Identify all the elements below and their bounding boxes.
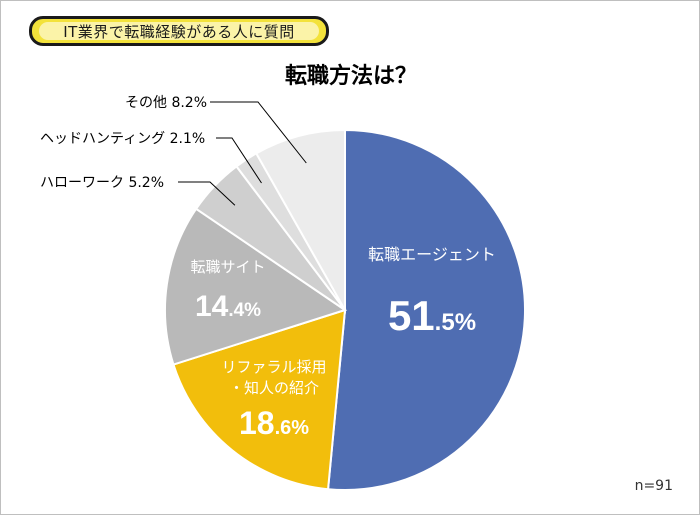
slice-label-5: その他 8.2% [125, 95, 207, 111]
slice-value-int-0: 51 [388, 292, 435, 339]
question-badge-text: IT業界で転職経験がある人に質問 [39, 22, 319, 41]
slice-value-dec-2: .4% [228, 300, 261, 321]
slice-value-int-2: 14 [195, 290, 229, 323]
pie-slice-0 [326, 128, 526, 491]
slice-label-2: 転職サイト [190, 258, 265, 276]
pie-slice-5 [254, 128, 346, 314]
slice-value-0: 51.5% [388, 292, 476, 339]
slice-value-dec-1: .6% [275, 417, 310, 439]
slice-label-4: ヘッドハンティング 2.1% [40, 131, 205, 147]
chart-title: 転職方法は？ [284, 64, 417, 89]
slice-value-dec-0: .5% [435, 309, 476, 336]
slice-value-1: 18.6% [239, 405, 309, 441]
pie-slice-1 [172, 308, 347, 491]
slice-label-3: ハローワーク 5.2% [40, 175, 164, 191]
question-badge: IT業界で転職経験がある人に質問 [29, 16, 329, 46]
leader-line-4 [216, 137, 262, 184]
slice-label-0: 転職エージェント [368, 245, 496, 264]
slice-label-1-line-0: リファラル採用 [221, 358, 326, 376]
slice-value-2: 14.4% [195, 290, 261, 323]
slice-value-int-1: 18 [239, 405, 275, 441]
pie-slice-2 [164, 207, 348, 366]
sample-size-label: n=91 [634, 478, 673, 494]
slice-label-1-line-1: ・知人の紹介 [229, 379, 319, 397]
leader-line-3 [178, 181, 236, 206]
leader-line-5 [210, 101, 307, 164]
